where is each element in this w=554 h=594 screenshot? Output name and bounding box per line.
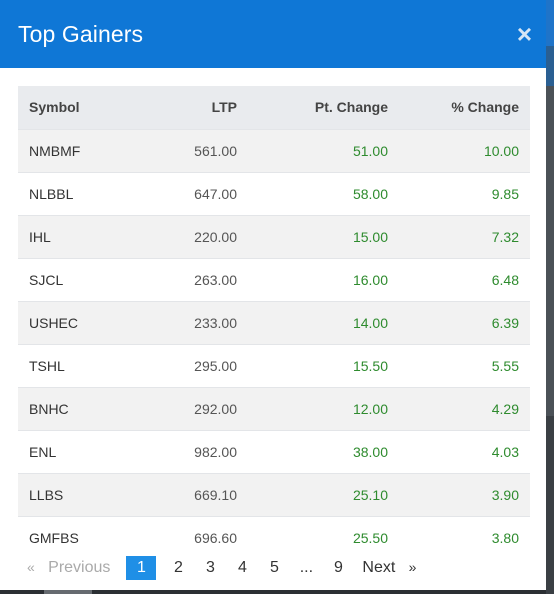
cell-ltp: 647.00 xyxy=(194,185,237,202)
cell-pt-change: 58.00 xyxy=(352,185,388,202)
top-gainers-modal: Top Gainers × Symbol LTP Pt. Change % Ch… xyxy=(0,0,546,590)
cell-pt-change: 15.50 xyxy=(352,357,388,374)
table-row[interactable]: GMFBS 696.60 25.50 3.80 xyxy=(18,516,530,559)
cell-ltp: 561.00 xyxy=(194,142,237,159)
background-panel-strip xyxy=(546,86,554,416)
column-header-pct-change[interactable]: % Change xyxy=(451,99,519,116)
page-button-1[interactable]: 1 xyxy=(126,556,157,580)
gainers-table: Symbol LTP Pt. Change % Change NMBMF 561.… xyxy=(18,86,530,559)
page-button-3[interactable]: 3 xyxy=(205,559,215,576)
cell-pct-change: 5.55 xyxy=(491,357,519,374)
background-page-edge xyxy=(546,0,554,594)
cell-pct-change: 6.48 xyxy=(491,271,519,288)
cell-pt-change: 25.10 xyxy=(352,486,388,503)
cell-pct-change: 4.29 xyxy=(491,400,519,417)
cell-pt-change: 16.00 xyxy=(352,271,388,288)
page-button-2[interactable]: 2 xyxy=(173,559,183,576)
table-row[interactable]: NLBBL 647.00 58.00 9.85 xyxy=(18,172,530,215)
table-row[interactable]: IHL 220.00 15.00 7.32 xyxy=(18,215,530,258)
table-row[interactable]: LLBS 669.10 25.10 3.90 xyxy=(18,473,530,516)
cell-pct-change: 6.39 xyxy=(491,314,519,331)
table-row[interactable]: NMBMF 561.00 51.00 10.00 xyxy=(18,129,530,172)
table-row[interactable]: TSHL 295.00 15.50 5.55 xyxy=(18,344,530,387)
cell-symbol: NLBBL xyxy=(29,185,74,202)
cell-symbol: ENL xyxy=(29,443,57,460)
column-header-ltp[interactable]: LTP xyxy=(211,99,237,116)
column-header-pt-change[interactable]: Pt. Change xyxy=(314,99,388,116)
page-button-4[interactable]: 4 xyxy=(237,559,247,576)
cell-pct-change: 4.03 xyxy=(491,443,519,460)
cell-ltp: 696.60 xyxy=(194,529,237,546)
background-header-strip xyxy=(546,0,554,46)
cell-ltp: 669.10 xyxy=(194,486,237,503)
double-chevron-right-icon: » xyxy=(408,559,417,575)
double-chevron-left-icon: « xyxy=(27,559,35,575)
cell-ltp: 982.00 xyxy=(194,443,237,460)
column-header-symbol[interactable]: Symbol xyxy=(29,99,80,116)
cell-ltp: 220.00 xyxy=(194,228,237,245)
pagination-ellipsis: ... xyxy=(299,559,314,576)
cell-pt-change: 14.00 xyxy=(352,314,388,331)
cell-ltp: 292.00 xyxy=(194,400,237,417)
page-button-5[interactable]: 5 xyxy=(269,559,279,576)
table-header-row: Symbol LTP Pt. Change % Change xyxy=(18,86,530,129)
next-label: Next xyxy=(362,559,396,576)
cell-pct-change: 3.90 xyxy=(491,486,519,503)
cell-pt-change: 15.00 xyxy=(352,228,388,245)
scrollbar-thumb[interactable] xyxy=(44,590,92,594)
cell-symbol: SJCL xyxy=(29,271,64,288)
cell-ltp: 233.00 xyxy=(194,314,237,331)
cell-symbol: NMBMF xyxy=(29,142,81,159)
table-row[interactable]: USHEC 233.00 14.00 6.39 xyxy=(18,301,530,344)
cell-pct-change: 9.85 xyxy=(491,185,519,202)
cell-symbol: IHL xyxy=(29,228,51,245)
cell-ltp: 263.00 xyxy=(194,271,237,288)
cell-pct-change: 10.00 xyxy=(483,142,519,159)
background-strip xyxy=(546,46,554,86)
table-row[interactable]: ENL 982.00 38.00 4.03 xyxy=(18,430,530,473)
page-button-9[interactable]: 9 xyxy=(333,559,343,576)
cell-pt-change: 25.50 xyxy=(352,529,388,546)
cell-pct-change: 7.32 xyxy=(491,228,519,245)
close-icon[interactable]: × xyxy=(516,19,532,49)
modal-header: Top Gainers × xyxy=(0,0,546,68)
cell-pt-change: 38.00 xyxy=(352,443,388,460)
cell-symbol: TSHL xyxy=(29,357,65,374)
pagination: « Previous 1 2 3 4 5 ... 9 Next » xyxy=(27,556,432,580)
cell-symbol: USHEC xyxy=(29,314,79,331)
pagination-next[interactable]: Next » xyxy=(362,559,416,577)
gainers-table-container: Symbol LTP Pt. Change % Change NMBMF 561.… xyxy=(18,86,530,559)
pagination-previous[interactable]: « Previous xyxy=(27,559,110,577)
cell-pt-change: 12.00 xyxy=(352,400,388,417)
cell-pt-change: 51.00 xyxy=(352,142,388,159)
cell-ltp: 295.00 xyxy=(194,357,237,374)
modal-title: Top Gainers xyxy=(18,20,144,47)
previous-label: Previous xyxy=(48,559,111,576)
table-row[interactable]: BNHC 292.00 12.00 4.29 xyxy=(18,387,530,430)
table-row[interactable]: SJCL 263.00 16.00 6.48 xyxy=(18,258,530,301)
cell-pct-change: 3.80 xyxy=(491,529,519,546)
cell-symbol: BNHC xyxy=(29,400,69,417)
cell-symbol: LLBS xyxy=(29,486,64,503)
cell-symbol: GMFBS xyxy=(29,529,79,546)
